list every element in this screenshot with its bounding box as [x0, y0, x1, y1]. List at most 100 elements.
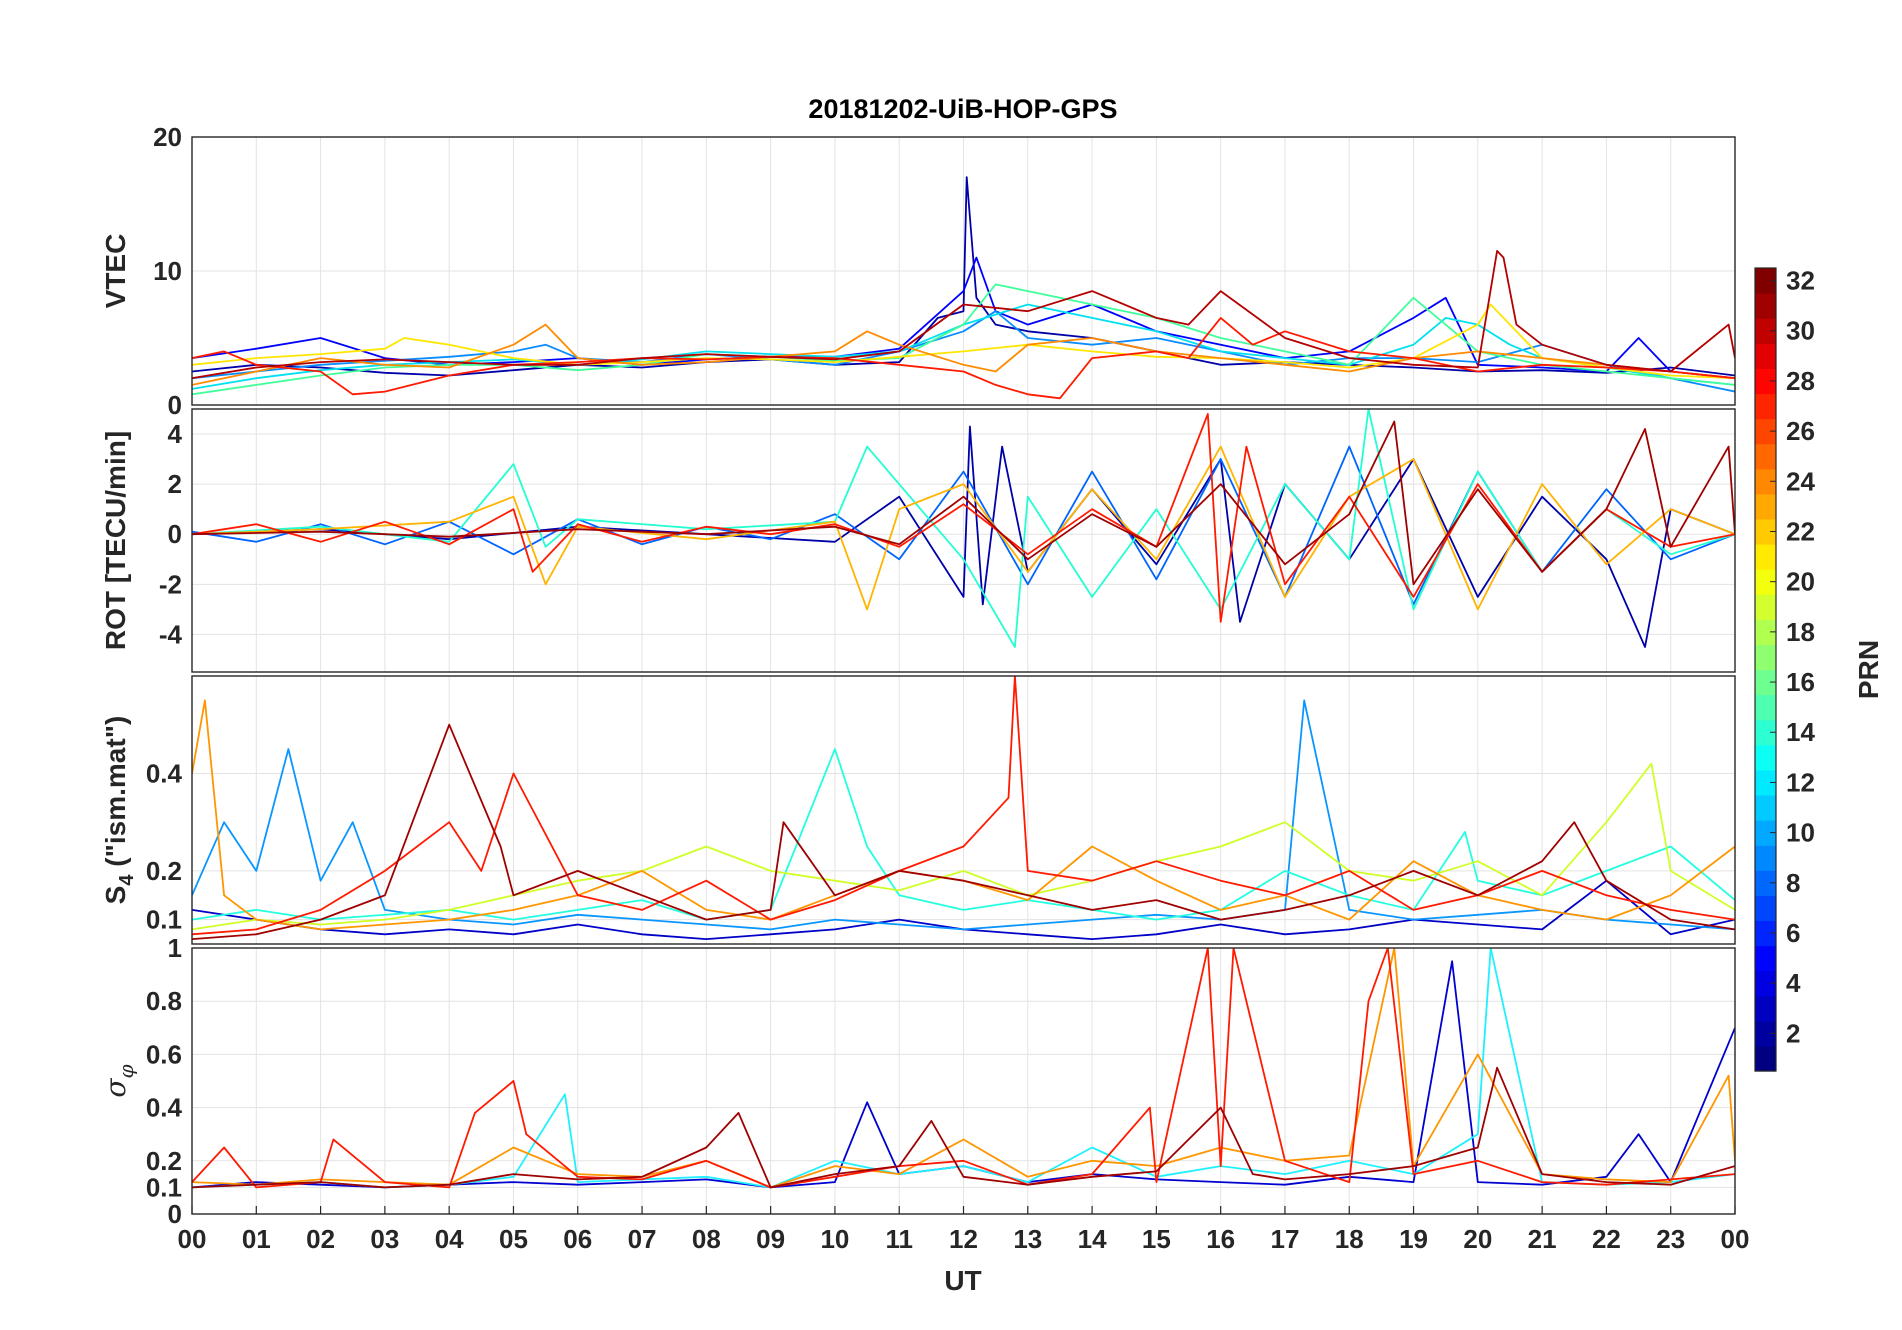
x-tick-label: 14 — [1078, 1224, 1107, 1254]
colorbar-band — [1755, 443, 1776, 470]
colorbar-band — [1755, 845, 1776, 871]
series-group — [192, 676, 1735, 940]
colorbar-tick-label: 12 — [1786, 767, 1815, 797]
x-axis: 00 01 02 03 04 05 06 07 08 09 10 11 12 13 14 15 16 17 18 19… — [178, 1206, 1749, 1254]
colorbar-band — [1755, 895, 1776, 922]
panel-s4: 0.1 0.2 0.4 S4 ("ism.mat") — [100, 675, 1736, 945]
x-tick-label: 19 — [1399, 1224, 1428, 1254]
colorbar-band — [1755, 644, 1776, 671]
colorbar-tick-label: 16 — [1786, 667, 1815, 697]
colorbar-band — [1755, 493, 1776, 520]
colorbar-band — [1755, 343, 1776, 369]
colorbar-tick-label: 18 — [1786, 617, 1815, 647]
series-line-prn-24 — [192, 323, 1735, 386]
y-axis-label: S4 ("ism.mat") — [100, 716, 138, 905]
y-label-subscript: φ — [114, 1064, 138, 1078]
y-tick-label: 0.4 — [146, 758, 183, 788]
x-tick-label: 20 — [1463, 1224, 1492, 1254]
series-line-prn-14 — [192, 409, 1735, 648]
series-line-prn-31 — [192, 420, 1735, 586]
y-axis-label: VTEC — [100, 234, 131, 309]
x-tick-label: 07 — [628, 1224, 657, 1254]
y-tick-label: 20 — [153, 122, 182, 152]
colorbar-tick-label: 32 — [1786, 266, 1815, 296]
colorbar-band — [1755, 594, 1776, 620]
colorbar-band — [1755, 945, 1776, 972]
colorbar-band — [1755, 393, 1776, 420]
series-group — [192, 948, 1735, 1189]
series-line-prn-24 — [192, 948, 1735, 1189]
x-tick-label: 12 — [949, 1224, 978, 1254]
x-tick-label: 08 — [692, 1224, 721, 1254]
colorbar-tick-label: 8 — [1786, 868, 1800, 898]
x-tick-label: 02 — [306, 1224, 335, 1254]
y-tick-label: 0 — [168, 390, 182, 420]
x-tick-label: 04 — [435, 1224, 464, 1254]
x-tick-label: 17 — [1270, 1224, 1299, 1254]
y-tick-label: 0.4 — [146, 1093, 183, 1123]
colorbar-frame — [1754, 267, 1777, 1072]
panel-rot: -4 -2 0 2 4 ROT [TECU/min] — [100, 408, 1736, 673]
y-axis-label: σφ — [99, 1064, 138, 1097]
colorbar-tick-label: 20 — [1786, 567, 1815, 597]
colorbar-tick-label: 28 — [1786, 366, 1815, 396]
colorbar-band — [1755, 694, 1776, 721]
x-tick-label: 21 — [1528, 1224, 1557, 1254]
x-tick-label: 15 — [1142, 1224, 1171, 1254]
series-line-prn-31 — [192, 249, 1735, 380]
y-tick-label: 0 — [168, 519, 182, 549]
x-tick-label: 16 — [1206, 1224, 1235, 1254]
colorbar-band — [1755, 744, 1776, 771]
series-group — [192, 409, 1735, 648]
series-line-prn-22 — [192, 445, 1735, 611]
x-tick-label: 00 — [178, 1224, 207, 1254]
x-tick-label: 03 — [370, 1224, 399, 1254]
colorbar-band — [1755, 970, 1776, 997]
x-tick-label: 10 — [820, 1224, 849, 1254]
panel-frame — [191, 675, 1736, 945]
y-tick-label: -4 — [159, 619, 183, 649]
colorbar-tick-label: 10 — [1786, 818, 1815, 848]
colorbar-band — [1755, 995, 1776, 1022]
y-tick-label: 0.2 — [146, 1146, 182, 1176]
y-tick-label: 0.1 — [146, 905, 182, 935]
series-line-prn-31 — [192, 723, 1735, 940]
colorbar-band — [1755, 669, 1776, 696]
y-tick-label: 0.2 — [146, 856, 182, 886]
colorbar-band — [1755, 820, 1776, 846]
y-label-subscript: 4 — [116, 874, 138, 886]
series-line-prn-28 — [192, 676, 1735, 936]
series-line-prn-16 — [192, 283, 1735, 396]
y-tick-label: 0.8 — [146, 986, 182, 1016]
series-group — [192, 176, 1735, 400]
colorbar-band — [1755, 569, 1776, 595]
series-line-prn-10 — [192, 699, 1735, 931]
colorbar-band — [1755, 368, 1776, 395]
colorbar-band — [1755, 1020, 1776, 1047]
colorbar-tick-label: 24 — [1786, 466, 1815, 496]
series-line-prn-12 — [192, 303, 1735, 390]
colorbar-band — [1755, 870, 1776, 896]
colorbar-tick-label: 22 — [1786, 516, 1815, 546]
y-label-rest: ("ism.mat") — [100, 716, 131, 875]
y-tick-label: 0.1 — [146, 1172, 182, 1202]
panel-vtec: 0 10 20 VTEC — [100, 122, 1736, 420]
y-axis-label: ROT [TECU/min] — [100, 431, 131, 650]
panel-frame — [191, 136, 1736, 406]
x-tick-label: 01 — [242, 1224, 271, 1254]
x-tick-label: 23 — [1656, 1224, 1685, 1254]
y-tick-label: -2 — [159, 569, 182, 599]
colorbar-tick-label: 2 — [1786, 1018, 1800, 1048]
colorbar-band — [1755, 544, 1776, 570]
colorbar-band — [1755, 268, 1776, 294]
colorbar-band — [1755, 318, 1776, 344]
series-line-prn-28 — [192, 316, 1735, 400]
y-tick-label: 0.6 — [146, 1039, 182, 1069]
y-tick-label: 10 — [153, 256, 182, 286]
y-tick-label: 4 — [168, 419, 183, 449]
colorbar-band — [1755, 769, 1776, 796]
chart-title: 20181202-UiB-HOP-GPS — [808, 94, 1117, 124]
x-tick-label: 13 — [1013, 1224, 1042, 1254]
